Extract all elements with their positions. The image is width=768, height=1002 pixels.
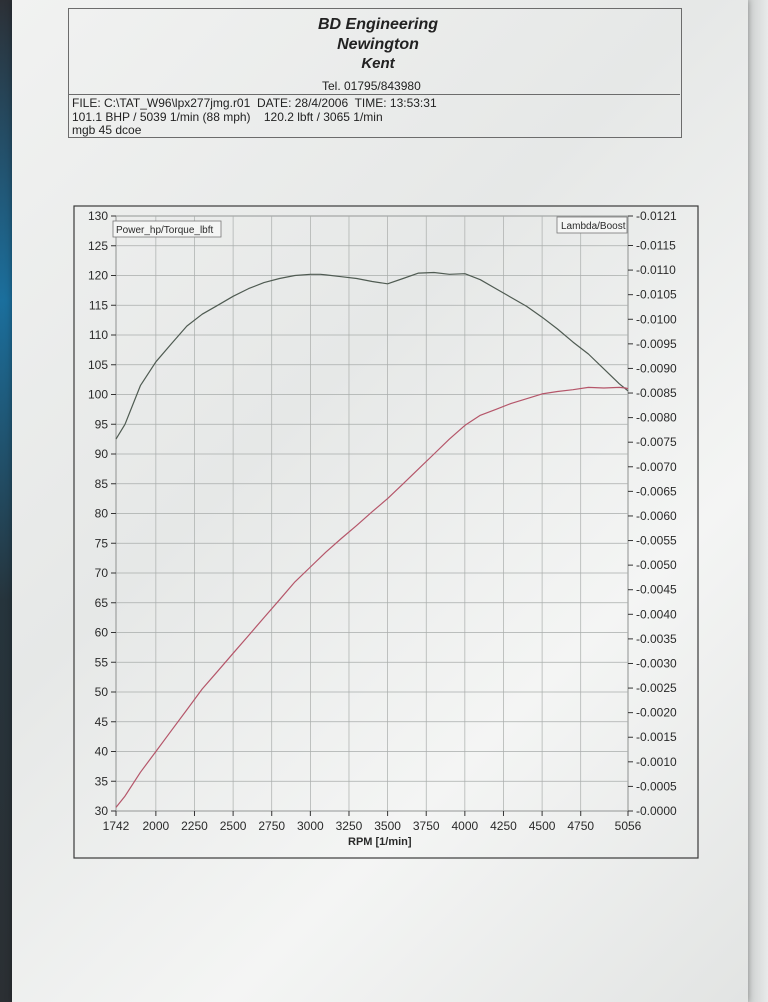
y-left-tick-label: 120	[88, 269, 108, 283]
y-left-axis-ticks: 130 125 120 115 110 105 100 95 90 85 80 75 70 65 60 55 5…	[88, 209, 116, 818]
y-right-tick-label: -0.0030	[636, 656, 677, 670]
y-right-tick-label: -0.0015	[636, 730, 677, 744]
x-tick-label: 2500	[220, 819, 247, 833]
y-left-tick-label: 95	[95, 417, 109, 431]
y-right-tick-label: -0.0110	[636, 263, 676, 277]
right-axis-label: Lambda/Boost	[561, 221, 626, 232]
y-left-tick-label: 90	[95, 447, 109, 461]
y-right-tick-label: -0.0045	[636, 583, 677, 597]
y-left-tick-label: 130	[88, 209, 108, 223]
y-left-tick-label: 80	[95, 507, 109, 521]
header-divider	[68, 94, 680, 95]
y-right-tick-label: -0.0055	[636, 534, 677, 548]
company-name: BD Engineering	[317, 16, 438, 33]
y-left-tick-label: 70	[95, 566, 109, 580]
y-right-tick-label: -0.0005	[636, 779, 677, 793]
y-right-tick-label: -0.0095	[636, 337, 677, 351]
y-left-tick-label: 35	[95, 774, 109, 788]
company-town: Newington	[337, 36, 419, 53]
y-right-tick-label: -0.0070	[636, 460, 677, 474]
header-box	[68, 8, 682, 138]
background-right-edge	[744, 0, 768, 1002]
x-tick-label: 2250	[181, 819, 208, 833]
engine-note-line: mgb 45 dcoe	[72, 123, 142, 137]
x-axis-ticks: 1742 2000 2250 2500 2750 3000 3250 3500 3750 4000…	[103, 811, 642, 833]
y-right-tick-label: -0.0050	[636, 558, 677, 572]
y-right-tick-label: -0.0090	[636, 361, 677, 375]
left-axis-label: Power_hp/Torque_lbft	[116, 225, 214, 236]
x-tick-label: 4500	[529, 819, 556, 833]
y-left-tick-label: 85	[95, 477, 109, 491]
y-left-tick-label: 65	[95, 596, 109, 610]
y-left-tick-label: 45	[95, 715, 109, 729]
x-tick-label: 3500	[374, 819, 401, 833]
series-line-torque	[115, 271, 629, 440]
x-tick-label: 4750	[567, 819, 594, 833]
chart-series	[115, 271, 629, 808]
y-right-tick-label: -0.0105	[636, 288, 677, 302]
company-county: Kent	[361, 55, 395, 72]
x-tick-label: 2000	[143, 819, 170, 833]
y-right-tick-label: -0.0065	[636, 484, 677, 498]
y-right-tick-label: -0.0010	[636, 755, 677, 769]
chart-frame	[73, 205, 699, 859]
y-right-tick-label: -0.0000	[636, 804, 677, 818]
right-axis-label-box	[556, 216, 628, 234]
y-left-tick-label: 115	[89, 298, 108, 312]
y-left-tick-label: 60	[95, 626, 109, 640]
y-left-tick-label: 40	[95, 745, 109, 759]
x-axis-title: RPM [1/min]	[348, 836, 412, 848]
y-right-tick-label: -0.0085	[636, 386, 677, 400]
y-right-tick-label: -0.0060	[636, 509, 677, 523]
file-info-line: FILE: C:\TAT_W96\lpx277jmg.r01 DATE: 28/…	[72, 96, 437, 110]
y-right-axis-ticks: -0.0121 -0.0115 -0.0110 -0.0105 -0.0100 -0.00…	[628, 209, 677, 818]
y-right-tick-label: -0.0025	[636, 681, 677, 695]
y-left-tick-label: 125	[88, 239, 108, 253]
result-summary-line: 101.1 BHP / 5039 1/min (88 mph) 120.2 lb…	[72, 110, 383, 124]
y-left-tick-label: 30	[95, 804, 109, 818]
left-axis-label-box	[112, 220, 222, 238]
x-tick-label: 4250	[490, 819, 517, 833]
y-left-tick-label: 110	[89, 328, 108, 342]
y-right-tick-label: -0.0075	[636, 435, 677, 449]
y-right-tick-label: -0.0121	[636, 209, 677, 223]
x-tick-label: 4000	[452, 819, 479, 833]
y-right-tick-label: -0.0100	[636, 312, 677, 326]
company-telephone: Tel. 01795/843980	[322, 79, 421, 93]
y-right-tick-label: -0.0035	[636, 632, 677, 646]
y-left-tick-label: 55	[95, 655, 109, 669]
y-right-tick-label: -0.0020	[636, 706, 677, 720]
x-tick-label: 2750	[258, 819, 285, 833]
series-line-power	[115, 386, 629, 808]
y-left-tick-label: 50	[95, 685, 109, 699]
x-tick-label: 3750	[413, 819, 440, 833]
y-left-tick-label: 100	[88, 388, 108, 402]
dyno-printout-sheet	[12, 0, 748, 1002]
y-left-tick-label: 105	[88, 358, 108, 372]
y-right-tick-label: -0.0040	[636, 607, 677, 621]
chart-grid	[115, 215, 629, 812]
x-tick-label: 1742	[103, 819, 130, 833]
x-tick-label: 3000	[297, 819, 324, 833]
x-tick-label: 5056	[615, 819, 642, 833]
y-right-tick-label: -0.0080	[636, 411, 677, 425]
x-tick-label: 3250	[336, 819, 363, 833]
y-left-tick-label: 75	[95, 536, 109, 550]
y-right-tick-label: -0.0115	[636, 239, 676, 253]
